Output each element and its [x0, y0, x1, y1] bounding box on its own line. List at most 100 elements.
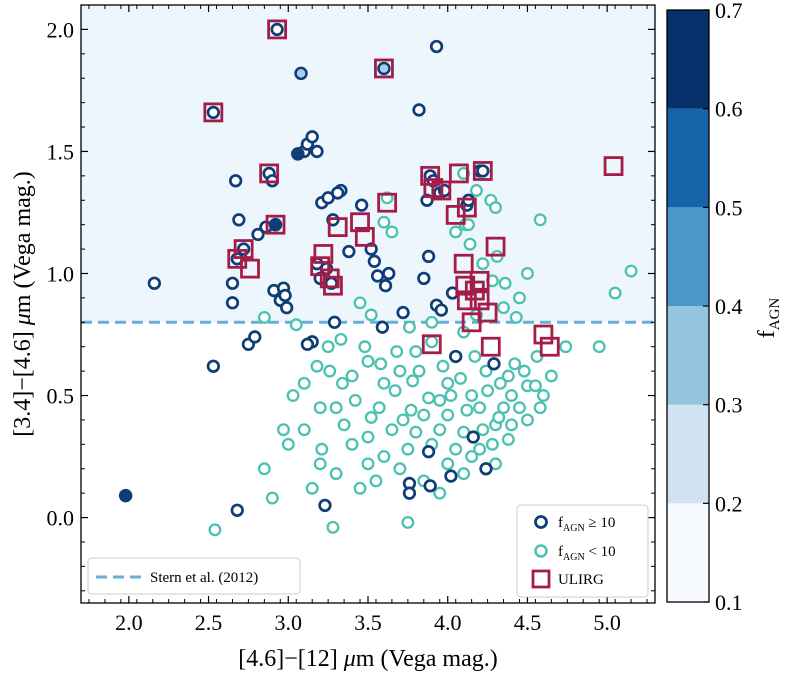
low-fagn-point [433, 423, 447, 437]
low-fagn-point [353, 481, 367, 495]
low-fagn-point [409, 425, 423, 439]
low-fagn-point [485, 437, 499, 451]
ulirg-marker [472, 161, 493, 181]
high-fagn-point [248, 330, 262, 344]
high-fagn-point [370, 269, 385, 283]
high-fagn-point [375, 320, 390, 334]
high-fagn-point [412, 103, 426, 117]
low-fagn-point [528, 379, 542, 393]
high-fagn-point [444, 469, 458, 483]
high-fagn-point [270, 22, 284, 37]
low-fagn-point [444, 389, 458, 402]
low-fagn-point [422, 391, 436, 405]
low-fagn-points [208, 166, 638, 537]
high-fagn-point [479, 462, 493, 476]
ulirg-marker [480, 336, 501, 357]
low-fagn-point [336, 376, 349, 390]
low-fagn-point [297, 376, 311, 390]
high-fagn-point [229, 174, 243, 188]
ulirg-marker [323, 275, 343, 296]
low-fagn-point [436, 359, 450, 373]
high-fagn-point [354, 198, 369, 212]
high-fagn-point [147, 276, 161, 290]
high-fagn-point [318, 498, 332, 513]
low-fagn-point [323, 364, 337, 378]
filled-fagn-point [377, 61, 391, 76]
ulirg-marker [265, 214, 286, 235]
low-fagn-point [361, 430, 375, 444]
low-fagn-point [544, 369, 558, 383]
high-fagn-points [118, 22, 501, 517]
legend-high-sub: AGN [563, 523, 585, 534]
y-axis-label-part: − [10, 377, 36, 391]
low-fagn-point [489, 201, 503, 215]
ulirg-marker [240, 258, 260, 279]
low-fagn-point [536, 389, 550, 402]
low-fagn-point [345, 369, 359, 383]
high-fagn-point [367, 254, 382, 268]
low-fagn-point [396, 413, 410, 427]
y-tick-label: 2.0 [47, 17, 75, 42]
legend-stern-box [87, 557, 301, 595]
ulirg-marker [453, 253, 474, 274]
low-fagn-point [345, 437, 359, 451]
x-axis-label-part: − [284, 646, 298, 672]
low-fagn-point [497, 301, 510, 315]
low-fagn-point [433, 486, 447, 500]
high-fagn-point [466, 430, 480, 444]
low-fagn-point [385, 423, 399, 437]
low-fagn-point [334, 332, 348, 346]
y-axis-label-part: [4.6] [10, 325, 36, 377]
x-tick-label: 5.0 [593, 610, 621, 635]
colorbar-label: fAGN [754, 298, 783, 339]
y-tick-label: 1.5 [47, 139, 75, 164]
low-fagn-point [417, 408, 431, 422]
low-fagn-point [401, 442, 415, 456]
high-fagn-point [382, 266, 396, 281]
low-fagn-point [313, 457, 327, 471]
low-fagn-point [404, 403, 418, 417]
ulirg-marker [327, 217, 348, 238]
low-fagn-point [449, 225, 463, 239]
low-fagn-point [457, 467, 471, 481]
legend-markers: fAGN ≥ 10 fAGN < 10 ULIRG [516, 504, 649, 598]
low-fagn-point [358, 340, 372, 354]
ulirg-marker [539, 336, 560, 357]
low-fagn-point [361, 457, 375, 471]
low-fagn-point [465, 389, 479, 402]
ulirg-marker [464, 280, 485, 301]
low-fagn-point [624, 264, 638, 278]
low-fagn-point [501, 369, 515, 383]
low-fagn-point [406, 374, 420, 388]
low-fagn-point [289, 318, 303, 332]
ulirg-marker [313, 244, 334, 264]
colorbar-segment [667, 10, 709, 109]
high-fagn-point [280, 301, 294, 315]
low-fagn-point [492, 411, 506, 424]
x-axis-ticks: 2.0 2.5 3.0 3.5 4.0 4.5 5.0 [88, 5, 648, 635]
legend-high-main: f [558, 515, 563, 531]
low-fagn-point [520, 267, 534, 280]
ulirg-marker [603, 156, 624, 176]
filled-fagn-point [268, 217, 283, 232]
low-fagn-point [401, 516, 415, 529]
x-tick-label: 4.0 [434, 610, 462, 635]
low-fagn-point [321, 340, 335, 354]
low-fagn-point [377, 450, 391, 464]
ulirg-marker [456, 197, 477, 218]
high-fagn-point [206, 105, 220, 120]
low-fagn-point [388, 384, 402, 398]
high-fagn-point [378, 279, 393, 293]
high-fagn-point [402, 486, 417, 500]
high-fagn-point [429, 39, 444, 54]
low-fagn-point [465, 450, 479, 464]
colorbar-tick-label: 0.7 [715, 0, 743, 23]
ulirg-marker [448, 163, 469, 184]
high-fagn-point [434, 303, 448, 317]
legend-low-sub: AGN [563, 552, 585, 563]
y-axis-ticks: 0.0 0.5 1.0 1.5 2.0 [47, 17, 655, 592]
colorbar-tick-label: 0.4 [715, 294, 743, 319]
low-fagn-point [361, 354, 375, 368]
ulirg-marker [374, 58, 394, 79]
legend-ulirg-label: ULIRG [558, 572, 604, 588]
